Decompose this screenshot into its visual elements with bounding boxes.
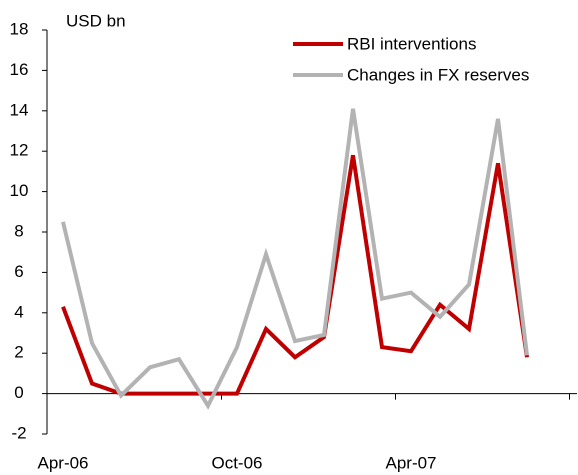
y-tick-label: 8 xyxy=(14,221,23,240)
x-tick-label: Apr-06 xyxy=(37,453,88,472)
legend-label: Changes in FX reserves xyxy=(347,65,529,84)
y-tick-label: 2 xyxy=(14,343,23,362)
y-tick-label: 6 xyxy=(14,262,23,281)
y-tick-label: 10 xyxy=(10,181,29,200)
y-tick-label: 0 xyxy=(14,383,23,402)
y-tick-label: 14 xyxy=(10,100,29,119)
y-tick-label: 18 xyxy=(10,19,29,38)
series-line xyxy=(61,108,529,410)
series-line xyxy=(61,154,529,396)
legend-label: RBI interventions xyxy=(347,34,476,53)
x-tick-label: Oct-06 xyxy=(211,453,262,472)
y-tick-label: 12 xyxy=(10,141,29,160)
unit-label: USD bn xyxy=(66,11,126,30)
y-tick-label: 16 xyxy=(10,60,29,79)
y-tick-label: -2 xyxy=(11,423,26,442)
x-tick-label: Apr-07 xyxy=(385,453,436,472)
y-tick-label: 4 xyxy=(14,302,23,321)
